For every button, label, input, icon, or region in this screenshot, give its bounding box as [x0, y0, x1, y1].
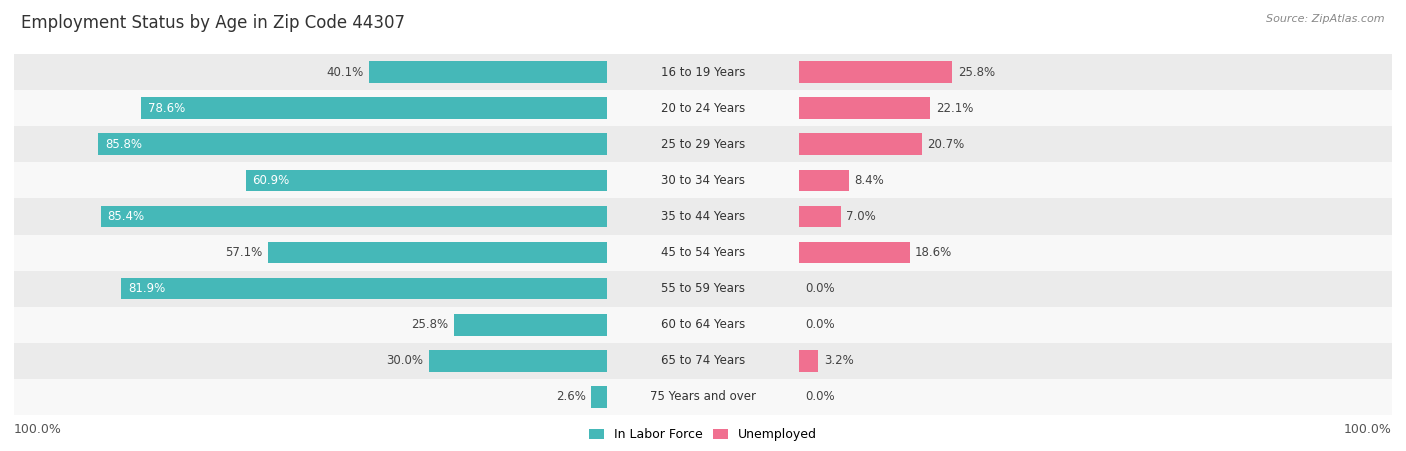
Text: 8.4%: 8.4%	[855, 174, 884, 187]
Text: 7.0%: 7.0%	[846, 210, 876, 223]
Bar	[800, 97, 931, 119]
Text: 85.4%: 85.4%	[107, 210, 145, 223]
Bar	[800, 242, 910, 263]
Bar	[14, 162, 1392, 198]
Text: 35 to 44 Years: 35 to 44 Years	[661, 210, 745, 223]
Bar	[800, 170, 849, 191]
Bar	[800, 133, 922, 155]
Bar	[800, 206, 841, 227]
Text: 30 to 34 Years: 30 to 34 Years	[661, 174, 745, 187]
Text: 85.8%: 85.8%	[105, 138, 142, 151]
Bar	[591, 386, 606, 408]
Text: 0.0%: 0.0%	[806, 318, 835, 331]
Text: 60.9%: 60.9%	[253, 174, 290, 187]
Bar	[14, 343, 1392, 379]
Text: 25.8%: 25.8%	[957, 66, 995, 78]
Text: 30.0%: 30.0%	[387, 354, 423, 367]
Text: 25 to 29 Years: 25 to 29 Years	[661, 138, 745, 151]
Bar	[368, 61, 606, 83]
Bar	[14, 379, 1392, 415]
Text: 0.0%: 0.0%	[806, 282, 835, 295]
Text: 20 to 24 Years: 20 to 24 Years	[661, 102, 745, 115]
Text: Source: ZipAtlas.com: Source: ZipAtlas.com	[1267, 14, 1385, 23]
Bar	[429, 350, 606, 372]
Text: 65 to 74 Years: 65 to 74 Years	[661, 354, 745, 367]
Text: 45 to 54 Years: 45 to 54 Years	[661, 246, 745, 259]
Text: 81.9%: 81.9%	[128, 282, 166, 295]
Bar	[800, 61, 952, 83]
Bar	[246, 170, 606, 191]
Bar	[14, 90, 1392, 126]
Text: 75 Years and over: 75 Years and over	[650, 391, 756, 403]
Bar	[14, 54, 1392, 90]
Bar	[14, 126, 1392, 162]
Text: 78.6%: 78.6%	[148, 102, 186, 115]
Bar	[98, 133, 606, 155]
Text: 16 to 19 Years: 16 to 19 Years	[661, 66, 745, 78]
Bar	[14, 307, 1392, 343]
Text: 60 to 64 Years: 60 to 64 Years	[661, 318, 745, 331]
Bar	[121, 278, 606, 299]
Text: Employment Status by Age in Zip Code 44307: Employment Status by Age in Zip Code 443…	[21, 14, 405, 32]
Bar	[14, 235, 1392, 271]
Legend: In Labor Force, Unemployed: In Labor Force, Unemployed	[589, 428, 817, 441]
Text: 3.2%: 3.2%	[824, 354, 853, 367]
Text: 55 to 59 Years: 55 to 59 Years	[661, 282, 745, 295]
Text: 2.6%: 2.6%	[555, 391, 586, 403]
Bar	[269, 242, 606, 263]
Text: 0.0%: 0.0%	[806, 391, 835, 403]
Text: 18.6%: 18.6%	[915, 246, 952, 259]
Text: 22.1%: 22.1%	[936, 102, 973, 115]
Text: 25.8%: 25.8%	[411, 318, 449, 331]
Text: 20.7%: 20.7%	[928, 138, 965, 151]
Bar	[454, 314, 606, 336]
Bar	[14, 271, 1392, 307]
Text: 100.0%: 100.0%	[14, 423, 62, 436]
Text: 40.1%: 40.1%	[326, 66, 363, 78]
Text: 100.0%: 100.0%	[1344, 423, 1392, 436]
Text: 57.1%: 57.1%	[225, 246, 263, 259]
Bar	[101, 206, 606, 227]
Bar	[14, 198, 1392, 235]
Bar	[141, 97, 606, 119]
Bar	[800, 350, 818, 372]
